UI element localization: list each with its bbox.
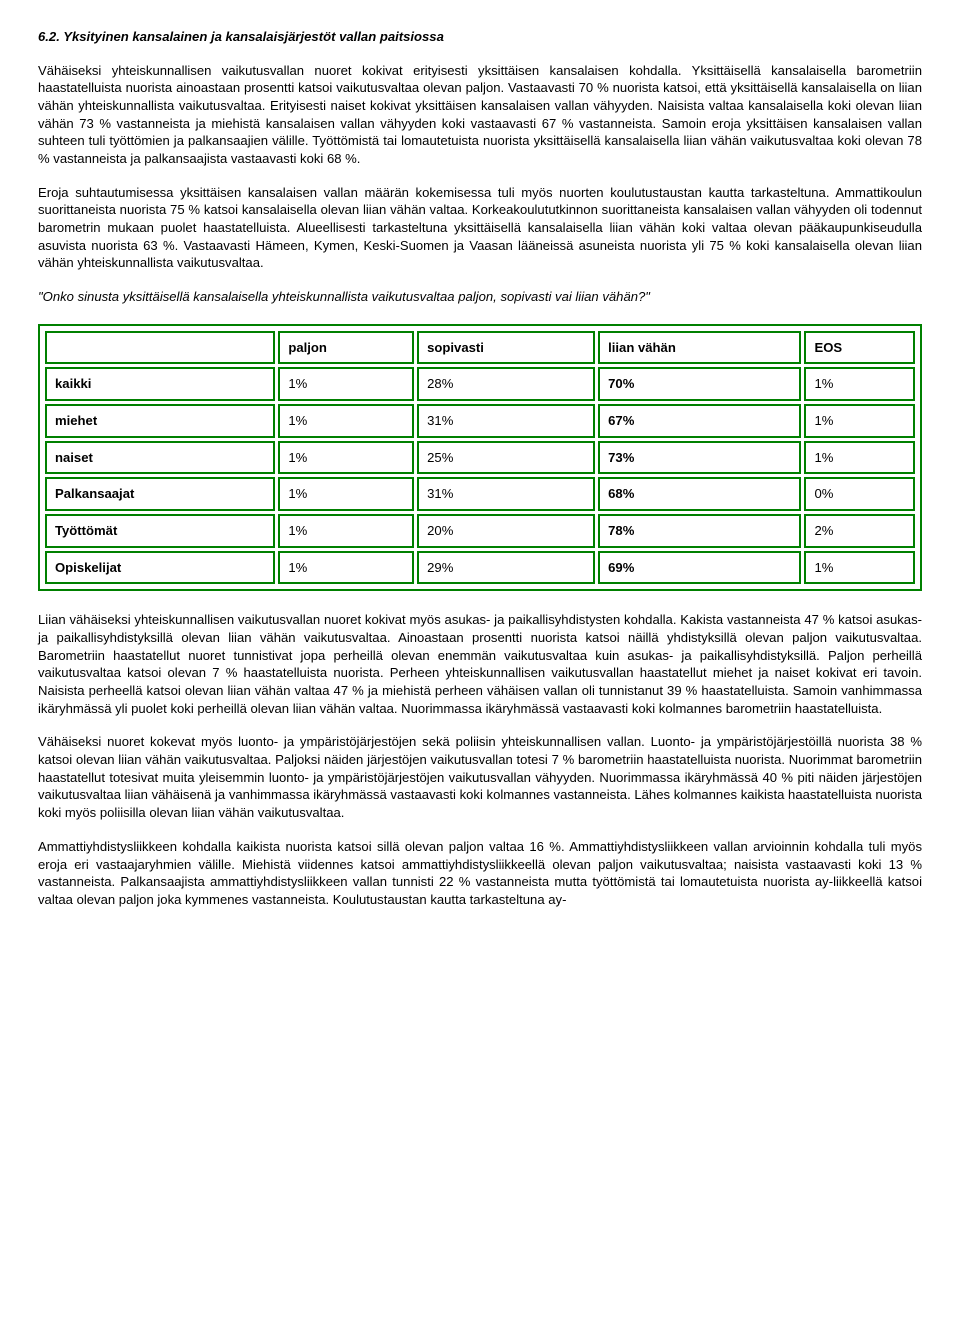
table-row: Opiskelijat 1% 29% 69% 1% <box>45 551 915 585</box>
table-row-label: Palkansaajat <box>45 477 275 511</box>
table-header-paljon: paljon <box>278 331 414 365</box>
table-cell: 1% <box>278 551 414 585</box>
table-row-label: naiset <box>45 441 275 475</box>
table-cell: 67% <box>598 404 801 438</box>
table-row-label: Opiskelijat <box>45 551 275 585</box>
table-cell: 29% <box>417 551 595 585</box>
table-row-label: Työttömät <box>45 514 275 548</box>
table-cell: 2% <box>804 514 915 548</box>
table-cell: 31% <box>417 404 595 438</box>
table-cell: 1% <box>278 514 414 548</box>
table-cell: 1% <box>804 551 915 585</box>
table-cell: 68% <box>598 477 801 511</box>
paragraph-4: Vähäiseksi nuoret kokevat myös luonto- j… <box>38 733 922 821</box>
table-header-eos: EOS <box>804 331 915 365</box>
table-cell: 25% <box>417 441 595 475</box>
survey-question: "Onko sinusta yksittäisellä kansalaisell… <box>38 288 922 306</box>
table-cell: 70% <box>598 367 801 401</box>
table-cell: 31% <box>417 477 595 511</box>
table-cell: 1% <box>278 404 414 438</box>
table-cell: 1% <box>804 367 915 401</box>
table-cell: 20% <box>417 514 595 548</box>
table-row: Palkansaajat 1% 31% 68% 0% <box>45 477 915 511</box>
table-cell: 0% <box>804 477 915 511</box>
paragraph-3: Liian vähäiseksi yhteiskunnallisen vaiku… <box>38 611 922 717</box>
survey-results-table: paljon sopivasti liian vähän EOS kaikki … <box>38 324 922 592</box>
table-row: kaikki 1% 28% 70% 1% <box>45 367 915 401</box>
table-cell: 78% <box>598 514 801 548</box>
table-header-blank <box>45 331 275 365</box>
section-heading: 6.2. Yksityinen kansalainen ja kansalais… <box>38 28 922 46</box>
table-row-label: miehet <box>45 404 275 438</box>
table-cell: 1% <box>804 404 915 438</box>
table-header-sopivasti: sopivasti <box>417 331 595 365</box>
table-row: naiset 1% 25% 73% 1% <box>45 441 915 475</box>
table-cell: 1% <box>278 477 414 511</box>
table-body: kaikki 1% 28% 70% 1% miehet 1% 31% 67% 1… <box>45 367 915 584</box>
table-header-liian-vahan: liian vähän <box>598 331 801 365</box>
table-cell: 69% <box>598 551 801 585</box>
paragraph-1: Vähäiseksi yhteiskunnallisen vaikutusval… <box>38 62 922 168</box>
table-cell: 1% <box>278 367 414 401</box>
table-row-label: kaikki <box>45 367 275 401</box>
paragraph-2: Eroja suhtautumisessa yksittäisen kansal… <box>38 184 922 272</box>
paragraph-5: Ammattiyhdistysliikkeen kohdalla kaikist… <box>38 838 922 909</box>
table-cell: 1% <box>804 441 915 475</box>
table-row: miehet 1% 31% 67% 1% <box>45 404 915 438</box>
table-cell: 73% <box>598 441 801 475</box>
table-header-row: paljon sopivasti liian vähän EOS <box>45 331 915 365</box>
table-cell: 28% <box>417 367 595 401</box>
table-row: Työttömät 1% 20% 78% 2% <box>45 514 915 548</box>
table-cell: 1% <box>278 441 414 475</box>
